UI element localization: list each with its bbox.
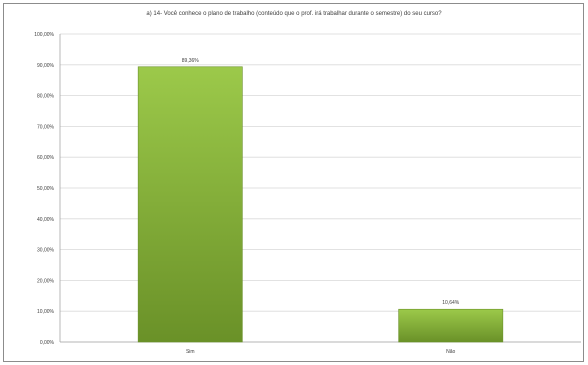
data-labels: 89,36% 10,64%: [182, 58, 460, 306]
y-tick-label: 0,00%: [40, 340, 55, 346]
chart-title: a) 14- Você conhece o plano de trabalho …: [146, 11, 442, 17]
y-tick-label: 20,00%: [37, 278, 55, 284]
y-tick-label: 30,00%: [37, 248, 55, 254]
bar-sim: [137, 66, 243, 343]
y-tick-label: 40,00%: [37, 217, 55, 223]
y-tick-label: 100,00%: [34, 32, 54, 38]
y-tick-label: 50,00%: [37, 186, 55, 192]
bar-chart: a) 14- Você conhece o plano de trabalho …: [34, 11, 581, 355]
data-label: 10,64%: [442, 300, 460, 306]
y-tick-label: 70,00%: [37, 124, 55, 130]
y-tick-label: 90,00%: [37, 63, 55, 69]
category-label: Sim: [186, 349, 195, 355]
y-tick-label: 80,00%: [37, 94, 55, 100]
chart-frame: a) 14- Você conhece o plano de trabalho …: [3, 3, 584, 362]
bars: [137, 66, 504, 343]
y-tick-label: 10,00%: [37, 309, 55, 315]
y-axis-ticks: 0,00% 10,00% 20,00% 30,00% 40,00% 50,00% 60,00…: [34, 32, 54, 346]
y-tick-label: 60,00%: [37, 155, 55, 161]
data-label: 89,36%: [182, 58, 200, 64]
x-axis-categories: Sim Não: [186, 349, 456, 355]
bar-n-o: [398, 308, 504, 343]
category-label: Não: [446, 349, 455, 355]
